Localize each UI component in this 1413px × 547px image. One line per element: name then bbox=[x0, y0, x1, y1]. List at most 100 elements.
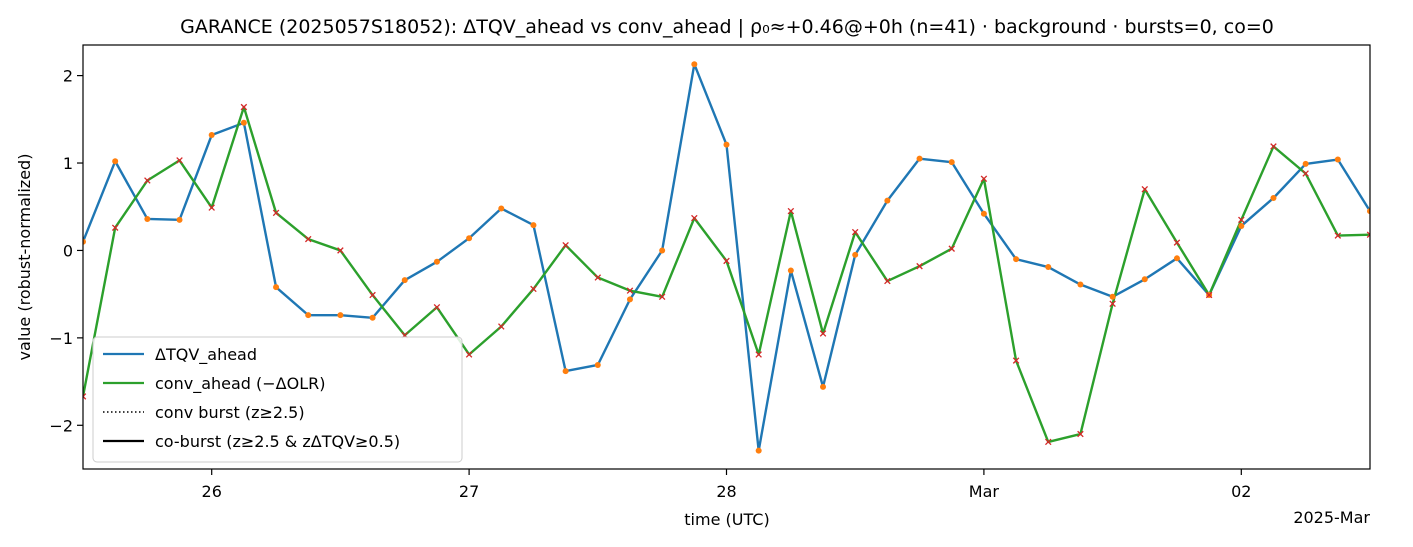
conv-point bbox=[723, 257, 730, 265]
tqv-point bbox=[1013, 256, 1020, 263]
conv-point bbox=[948, 245, 955, 252]
conv-point bbox=[1141, 185, 1149, 193]
tqv-point bbox=[1270, 194, 1277, 201]
tqv-point bbox=[884, 197, 891, 204]
conv-point bbox=[1366, 231, 1370, 238]
conv-point bbox=[111, 224, 119, 231]
x-offset-label: 2025-Mar bbox=[1293, 508, 1370, 527]
x-tick-label: 27 bbox=[459, 482, 479, 501]
chart-title: GARANCE (2025057S18052): ΔTQV_ahead vs c… bbox=[180, 16, 1274, 38]
tqv-point bbox=[1302, 160, 1309, 167]
legend-label: conv_ahead (−ΔOLR) bbox=[155, 374, 326, 394]
tqv-point bbox=[626, 296, 633, 303]
tqv-point bbox=[208, 132, 215, 139]
tqv-point bbox=[401, 277, 408, 284]
conv-point bbox=[1205, 291, 1213, 299]
conv-point bbox=[1077, 430, 1084, 438]
conv-point bbox=[272, 209, 280, 217]
conv-point bbox=[465, 351, 473, 358]
conv-point bbox=[369, 291, 376, 299]
conv-point bbox=[83, 393, 87, 400]
y-tick-label: 1 bbox=[63, 154, 73, 173]
legend-item: co-burst (z≥2.5 & zΔTQV≥0.5) bbox=[103, 432, 400, 451]
conv-point bbox=[304, 235, 312, 243]
tqv-point bbox=[980, 210, 987, 217]
legend-item: conv_ahead (−ΔOLR) bbox=[103, 374, 326, 394]
tqv-point bbox=[659, 247, 666, 254]
tqv-point bbox=[498, 205, 505, 212]
tqv-point bbox=[1367, 208, 1370, 215]
tqv-point bbox=[948, 159, 955, 166]
tqv-point bbox=[1173, 255, 1180, 262]
x-axis: 26 27 28 Mar 02 bbox=[202, 469, 1251, 501]
conv-point bbox=[562, 241, 569, 249]
tqv-point bbox=[562, 368, 569, 375]
conv-point bbox=[658, 293, 666, 301]
conv-point bbox=[980, 175, 988, 183]
conv-point bbox=[851, 228, 859, 236]
x-tick-label: Mar bbox=[969, 482, 1000, 501]
conv-point bbox=[1302, 170, 1309, 177]
conv-point bbox=[691, 214, 698, 222]
tqv-point bbox=[1077, 281, 1084, 288]
conv-point bbox=[1173, 239, 1181, 246]
tqv-point bbox=[820, 383, 827, 390]
conv-point bbox=[755, 351, 762, 358]
legend-item: ΔTQV_ahead bbox=[103, 345, 257, 365]
conv-point bbox=[433, 304, 441, 311]
tqv-point bbox=[83, 238, 86, 245]
tqv-point bbox=[369, 314, 376, 321]
x-tick-label: 26 bbox=[202, 482, 222, 501]
tqv-point bbox=[530, 222, 537, 229]
legend-label: conv burst (z≥2.5) bbox=[155, 403, 305, 422]
tqv-point bbox=[1045, 264, 1052, 271]
tqv-point bbox=[144, 215, 151, 222]
x-tick-label: 02 bbox=[1231, 482, 1251, 501]
legend: ΔTQV_ahead conv_ahead (−ΔOLR) conv burst (… bbox=[92, 336, 463, 463]
tqv-point bbox=[1109, 293, 1116, 300]
y-tick-label: −1 bbox=[49, 329, 73, 348]
tqv-point bbox=[273, 284, 280, 291]
conv-point bbox=[1238, 216, 1245, 224]
conv-point bbox=[1334, 232, 1342, 239]
conv-point bbox=[240, 103, 248, 111]
tqv-point bbox=[723, 141, 730, 148]
tqv-point bbox=[852, 251, 859, 258]
tqv-point bbox=[1141, 276, 1148, 283]
conv-point bbox=[819, 330, 827, 337]
conv-point bbox=[176, 157, 183, 164]
conv-point bbox=[144, 177, 151, 184]
tqv-point bbox=[112, 158, 119, 165]
conv-point bbox=[1012, 357, 1020, 364]
tqv-point bbox=[594, 361, 601, 368]
conv-point bbox=[1109, 300, 1116, 308]
y-axis-label: value (robust-normalized) bbox=[15, 154, 34, 361]
conv-point bbox=[787, 207, 795, 215]
conv-point bbox=[916, 262, 923, 270]
tqv-point bbox=[755, 447, 762, 454]
y-tick-label: −2 bbox=[49, 416, 73, 435]
legend-label: ΔTQV_ahead bbox=[155, 345, 257, 365]
tqv-point bbox=[1334, 156, 1341, 163]
tqv-point bbox=[916, 155, 923, 162]
conv-point bbox=[626, 287, 634, 294]
tqv-point bbox=[787, 267, 794, 274]
conv-point bbox=[1270, 143, 1277, 150]
legend-label: co-burst (z≥2.5 & zΔTQV≥0.5) bbox=[155, 432, 400, 451]
legend-item: conv burst (z≥2.5) bbox=[103, 403, 305, 422]
tqv-point bbox=[337, 312, 344, 319]
tqv-point bbox=[691, 61, 698, 68]
conv-point bbox=[498, 323, 505, 330]
x-tick-label: 28 bbox=[716, 482, 736, 501]
y-axis: 2 1 0 −1 −2 bbox=[49, 67, 83, 435]
y-tick-label: 2 bbox=[63, 67, 73, 86]
tqv-point bbox=[240, 119, 247, 126]
tqv-point bbox=[466, 235, 473, 242]
conv-point bbox=[594, 274, 602, 281]
tqv-point bbox=[305, 312, 312, 319]
y-tick-label: 0 bbox=[63, 241, 73, 260]
tqv-point bbox=[1238, 222, 1245, 229]
x-axis-label: time (UTC) bbox=[684, 510, 769, 529]
